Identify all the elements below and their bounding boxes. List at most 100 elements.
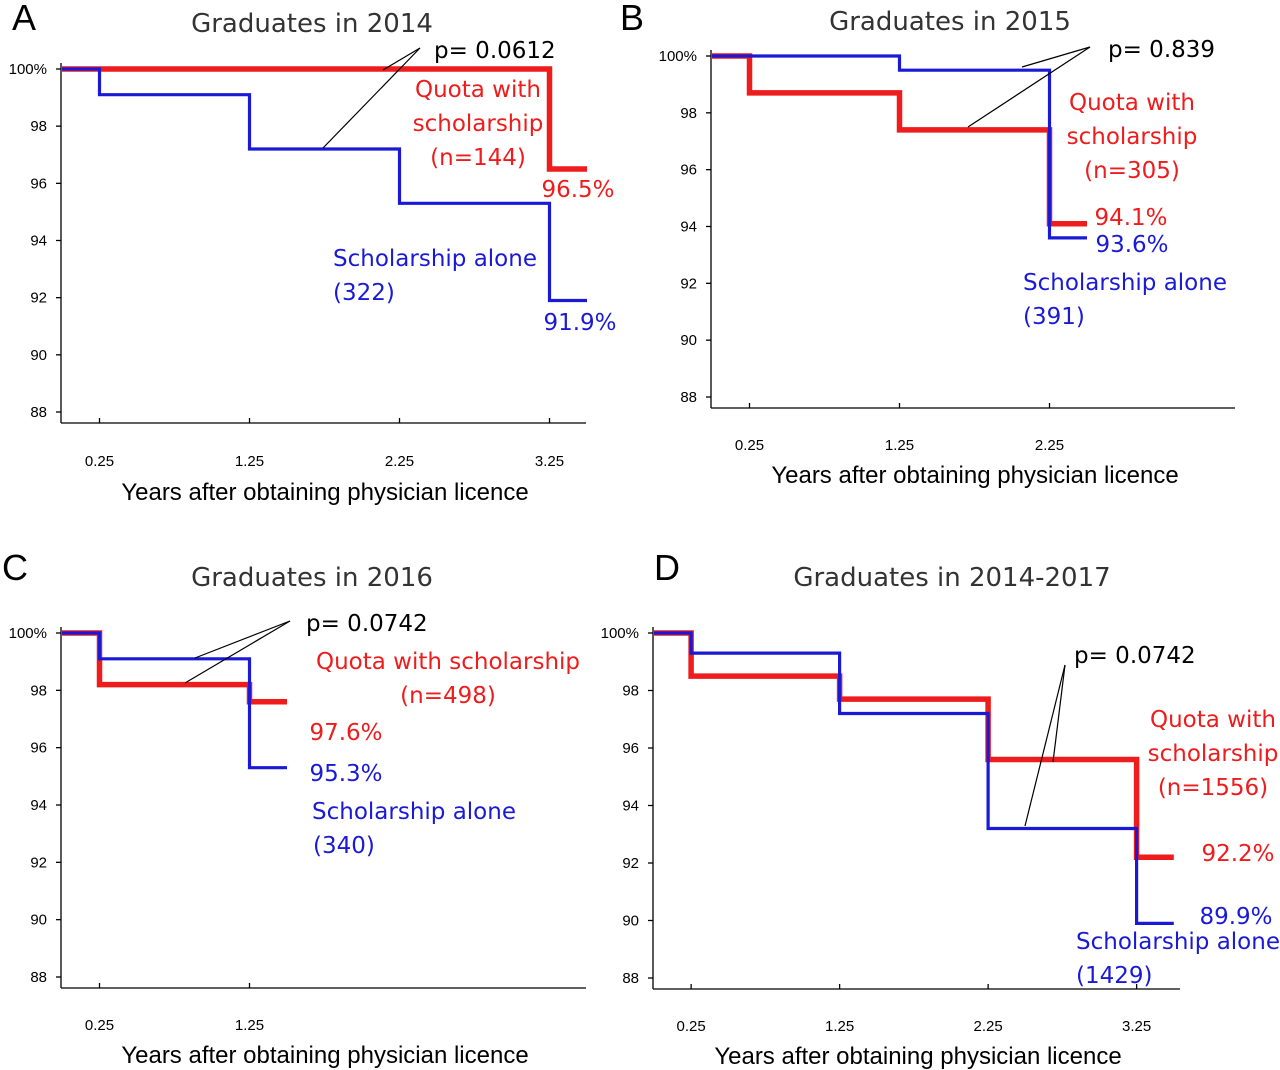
scholarship-end-value: 93.6% [1095,232,1168,258]
p-value-leader-line [1052,664,1066,763]
panel-b: B Graduates in 2015 100% 98 96 94 92 90 88 0.25 1.… [620,0,1235,489]
y-tick-label: 92 [622,855,639,872]
y-tick-label: 92 [30,854,47,871]
quota-series-label: Quota with [1069,90,1195,116]
x-tick-label: 2.25 [385,453,414,470]
y-tick-label: 98 [30,682,47,699]
chart-title: Graduates in 2016 [191,563,433,593]
x-tick-label: 0.25 [735,437,764,454]
p-value-label: p= 0.0742 [306,611,428,637]
x-tick-label: 1.25 [235,1017,264,1034]
scholarship-end-value: 95.3% [309,761,382,787]
panel-a: A Graduates in 2014 100% 98 96 94 92 90 88 0.25 1.… [9,0,617,506]
quota-series-label: scholarship [1067,124,1198,150]
quota-series-label: Quota with [415,77,541,103]
y-tick-label: 96 [30,175,47,192]
y-tick-label: 94 [30,797,47,814]
y-tick-label: 98 [680,105,697,122]
p-value-leader-line [1021,46,1091,68]
panel-letter: C [2,547,28,588]
scholarship-series-label: Scholarship alone [312,799,516,825]
quota-end-value: 97.6% [309,720,382,746]
x-tick-label: 2.25 [1035,437,1064,454]
quota-series-label: (n=1556) [1158,775,1268,801]
y-tick-label: 96 [30,740,47,757]
scholarship-series-line [712,54,1087,240]
x-tick-label: 1.25 [825,1018,854,1035]
chart-title: Graduates in 2014-2017 [793,563,1110,593]
y-tick-label: 94 [30,233,47,250]
p-value-leader-line [322,47,421,149]
scholarship-series-line [654,631,1174,925]
y-tick-label: 88 [30,969,47,986]
quota-series-label: scholarship [1148,741,1279,767]
y-tick-label: 100% [659,48,697,65]
quota-series-label: (n=144) [430,145,526,171]
scholarship-series-label: Scholarship alone [1076,929,1280,955]
y-tick-label: 100% [9,625,47,642]
quota-end-value: 92.2% [1201,841,1274,867]
quota-series-label: Quota with [1150,707,1276,733]
y-tick-label: 92 [30,290,47,307]
x-tick-label: 3.25 [1122,1018,1151,1035]
scholarship-series-line [62,631,287,770]
y-tick-label: 94 [622,798,639,815]
p-value-leader-line [194,620,291,659]
panel-d: D Graduates in 2014-2017 100% 98 96 94 92 90 88 0… [601,547,1280,1070]
p-value-leader-line [184,620,291,684]
panel-letter: A [12,0,36,38]
y-tick-label: 88 [30,404,47,421]
y-tick-label: 92 [680,275,697,292]
x-axis-label: Years after obtaining physician licence [121,479,528,506]
x-tick-label: 3.25 [535,453,564,470]
x-axis-label: Years after obtaining physician licence [121,1042,528,1069]
y-tick-label: 94 [680,219,697,236]
y-tick-label: 88 [622,970,639,987]
scholarship-end-value: 91.9% [543,310,616,336]
quota-series-label: (n=305) [1084,158,1180,184]
y-tick-label: 90 [30,912,47,929]
quota-end-value: 96.5% [541,177,614,203]
y-tick-label: 96 [622,740,639,757]
x-tick-label: 0.25 [85,1017,114,1034]
y-tick-label: 88 [680,389,697,406]
y-tick-label: 98 [30,118,47,135]
y-tick-label: 98 [622,683,639,700]
chart-title: Graduates in 2014 [191,9,433,39]
p-value-leader-line [967,46,1091,128]
y-tick-label: 90 [30,347,47,364]
x-axis-label: Years after obtaining physician licence [714,1043,1121,1070]
y-tick-label: 100% [9,61,47,78]
scholarship-series-label: (340) [313,833,375,859]
quota-series-line [62,66,587,172]
chart-title: Graduates in 2015 [829,7,1071,37]
panel-letter: D [654,547,680,588]
y-tick-label: 100% [601,625,639,642]
x-tick-label: 1.25 [885,437,914,454]
x-tick-label: 1.25 [235,453,264,470]
quota-end-value: 94.1% [1094,205,1167,231]
panel-c: C Graduates in 2016 100% 98 96 94 92 90 88 0.25 1.… [2,547,586,1069]
x-tick-label: 0.25 [85,453,114,470]
scholarship-end-value: 89.9% [1199,904,1272,930]
quota-series-label: (n=498) [400,683,496,709]
scholarship-series-label: Scholarship alone [1023,270,1227,296]
p-value-label: p= 0.0742 [1074,643,1196,669]
scholarship-series-label: Scholarship alone [333,246,537,272]
p-value-label: p= 0.0612 [434,38,556,64]
panel-letter: B [620,0,644,38]
x-tick-label: 0.25 [677,1018,706,1035]
scholarship-series-label: (322) [333,280,395,306]
p-value-label: p= 0.839 [1108,37,1215,63]
scholarship-series-label: (1429) [1076,963,1152,989]
quota-series-label: scholarship [413,111,544,137]
p-value-leader-line [382,47,421,71]
y-tick-label: 96 [680,162,697,179]
x-tick-label: 2.25 [974,1018,1003,1035]
x-axis-label: Years after obtaining physician licence [771,462,1178,489]
scholarship-series-line [62,67,587,303]
scholarship-series-label: (391) [1023,304,1085,330]
p-value-leader-line [1024,664,1066,827]
quota-series-label: Quota with scholarship [316,649,580,675]
